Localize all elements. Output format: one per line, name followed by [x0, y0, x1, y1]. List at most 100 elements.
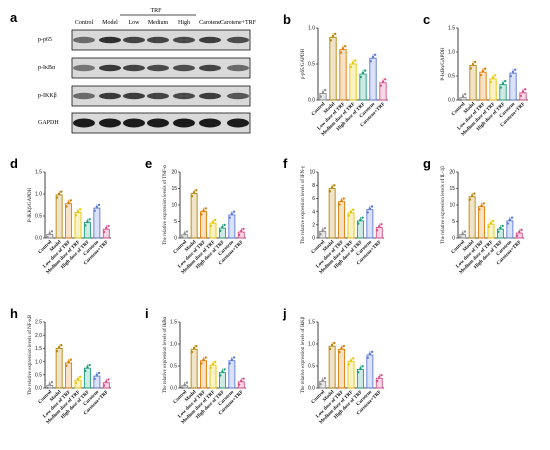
data-point-j-2-1: [340, 346, 343, 350]
y-tick-label-c-1: 0.5: [448, 74, 455, 80]
data-point-j-1-2: [333, 341, 336, 345]
y-tick-label-h-0: 0.0: [35, 386, 42, 392]
data-point-g-3-1: [489, 221, 493, 225]
wb-band-0-5: [199, 36, 221, 44]
bar-i-2: [200, 360, 208, 389]
wb-lane-label-5: Carotene: [199, 20, 221, 26]
data-point-g-1-0: [468, 198, 472, 201]
data-point-b-4-1: [361, 71, 365, 74]
data-point-i-3-1: [211, 362, 215, 366]
data-point-h-6-2: [107, 378, 110, 381]
bar-d-6: [102, 228, 110, 239]
data-point-h-1-0: [55, 349, 59, 353]
bar-b-3: [349, 63, 357, 101]
data-point-b-1-0: [329, 39, 332, 42]
y-tick-label-b-1: 0.5: [308, 62, 315, 68]
data-point-h-4-0: [84, 369, 87, 373]
wb-lane-label-6: Carotene+TRF: [220, 20, 257, 26]
data-point-d-6-1: [105, 226, 108, 230]
y-tick-label-c-2: 1.0: [448, 50, 455, 56]
wb-band-1-2: [123, 64, 145, 72]
data-point-e-1-0: [190, 195, 194, 198]
data-point-i-2-1: [202, 358, 205, 361]
y-label-j: The relative expression levels of IkKβ: [301, 316, 306, 393]
y-tick-label-f-1: 2: [312, 223, 315, 229]
data-point-h-2-1: [67, 360, 70, 363]
data-point-j-1-1: [330, 343, 334, 347]
wb-band-2-3: [147, 92, 169, 100]
data-point-c-1-2: [474, 60, 477, 64]
wb-band-0-6: [227, 36, 249, 44]
data-point-h-0-2: [50, 380, 54, 384]
data-point-h-1-1: [57, 346, 61, 349]
data-point-h-2-0: [65, 364, 68, 367]
wb-band-3-5: [199, 118, 221, 128]
y-tick-label-j-0: 0.0: [308, 386, 315, 392]
data-point-g-6-2: [520, 228, 523, 232]
data-point-c-5-1: [511, 70, 515, 74]
data-point-d-2-0: [65, 205, 68, 208]
data-point-f-1-0: [328, 190, 332, 193]
data-point-b-5-1: [371, 55, 375, 59]
data-point-i-6-2: [242, 377, 245, 380]
data-point-h-6-0: [102, 384, 106, 387]
data-point-i-2-0: [200, 362, 203, 365]
data-point-e-2-2: [204, 207, 207, 210]
data-point-f-2-1: [340, 199, 343, 202]
panel-label-e: e: [145, 156, 152, 171]
bar-i-1: [190, 348, 198, 389]
y-label-b: p-p65/GAPDH: [301, 48, 306, 79]
bar-g-2: [478, 206, 486, 239]
y-label-c: P-IκBα/GAPDH: [441, 47, 446, 81]
data-point-g-3-2: [492, 219, 495, 223]
data-point-e-5-0: [228, 216, 231, 219]
wb-protein-label-0: p-p65: [38, 37, 52, 43]
wb-band-3-6: [227, 118, 249, 128]
data-point-e-5-1: [230, 212, 234, 215]
data-point-d-0-1: [48, 232, 51, 235]
data-point-h-0-0: [46, 386, 49, 390]
data-point-b-0-2: [324, 88, 327, 92]
data-point-d-6-2: [107, 224, 110, 228]
wb-band-1-6: [227, 64, 249, 72]
data-point-e-6-1: [240, 229, 243, 233]
data-point-i-6-1: [240, 379, 243, 382]
y-tick-label-h-5: 2.5: [35, 320, 42, 326]
y-tick-label-j-1: 0.5: [308, 364, 315, 370]
data-point-d-2-1: [67, 201, 70, 204]
data-point-c-4-0: [499, 86, 502, 89]
data-point-j-3-0: [347, 363, 350, 366]
data-point-d-4-2: [88, 218, 91, 221]
data-point-f-3-1: [349, 210, 353, 213]
wb-band-0-0: [73, 36, 95, 44]
data-point-j-2-0: [338, 350, 341, 354]
bar-h-1: [55, 347, 63, 389]
bar-d-5: [93, 207, 101, 239]
data-point-h-6-1: [105, 380, 108, 383]
data-point-i-5-0: [228, 362, 231, 365]
y-tick-label-d-2: 1.0: [35, 192, 42, 198]
data-point-g-5-1: [508, 218, 512, 221]
wb-band-3-1: [99, 118, 121, 128]
wb-band-1-1: [99, 64, 121, 72]
wb-lane-labels: Control Model Low Medium High Carotene Caroten…: [75, 20, 257, 26]
y-tick-label-f-2: 4: [312, 209, 315, 215]
data-point-h-1-2: [60, 344, 63, 347]
data-point-e-3-2: [214, 218, 217, 222]
data-point-e-5-2: [232, 210, 236, 213]
y-tick-label-g-2: 10: [449, 203, 455, 209]
y-tick-label-b-0: 0.0: [308, 98, 315, 104]
data-point-c-1-1: [471, 62, 475, 66]
data-point-c-1-0: [469, 67, 472, 70]
wb-band-2-4: [173, 92, 195, 100]
data-point-i-4-1: [221, 370, 224, 373]
y-tick-label-e-2: 10: [171, 203, 177, 209]
data-point-i-3-2: [214, 360, 217, 364]
data-point-d-5-1: [95, 205, 99, 209]
bar-j-2: [338, 348, 346, 389]
y-tick-label-d-0: 0.0: [35, 236, 42, 242]
data-point-g-5-0: [506, 222, 509, 225]
bar-g-4: [496, 228, 504, 239]
